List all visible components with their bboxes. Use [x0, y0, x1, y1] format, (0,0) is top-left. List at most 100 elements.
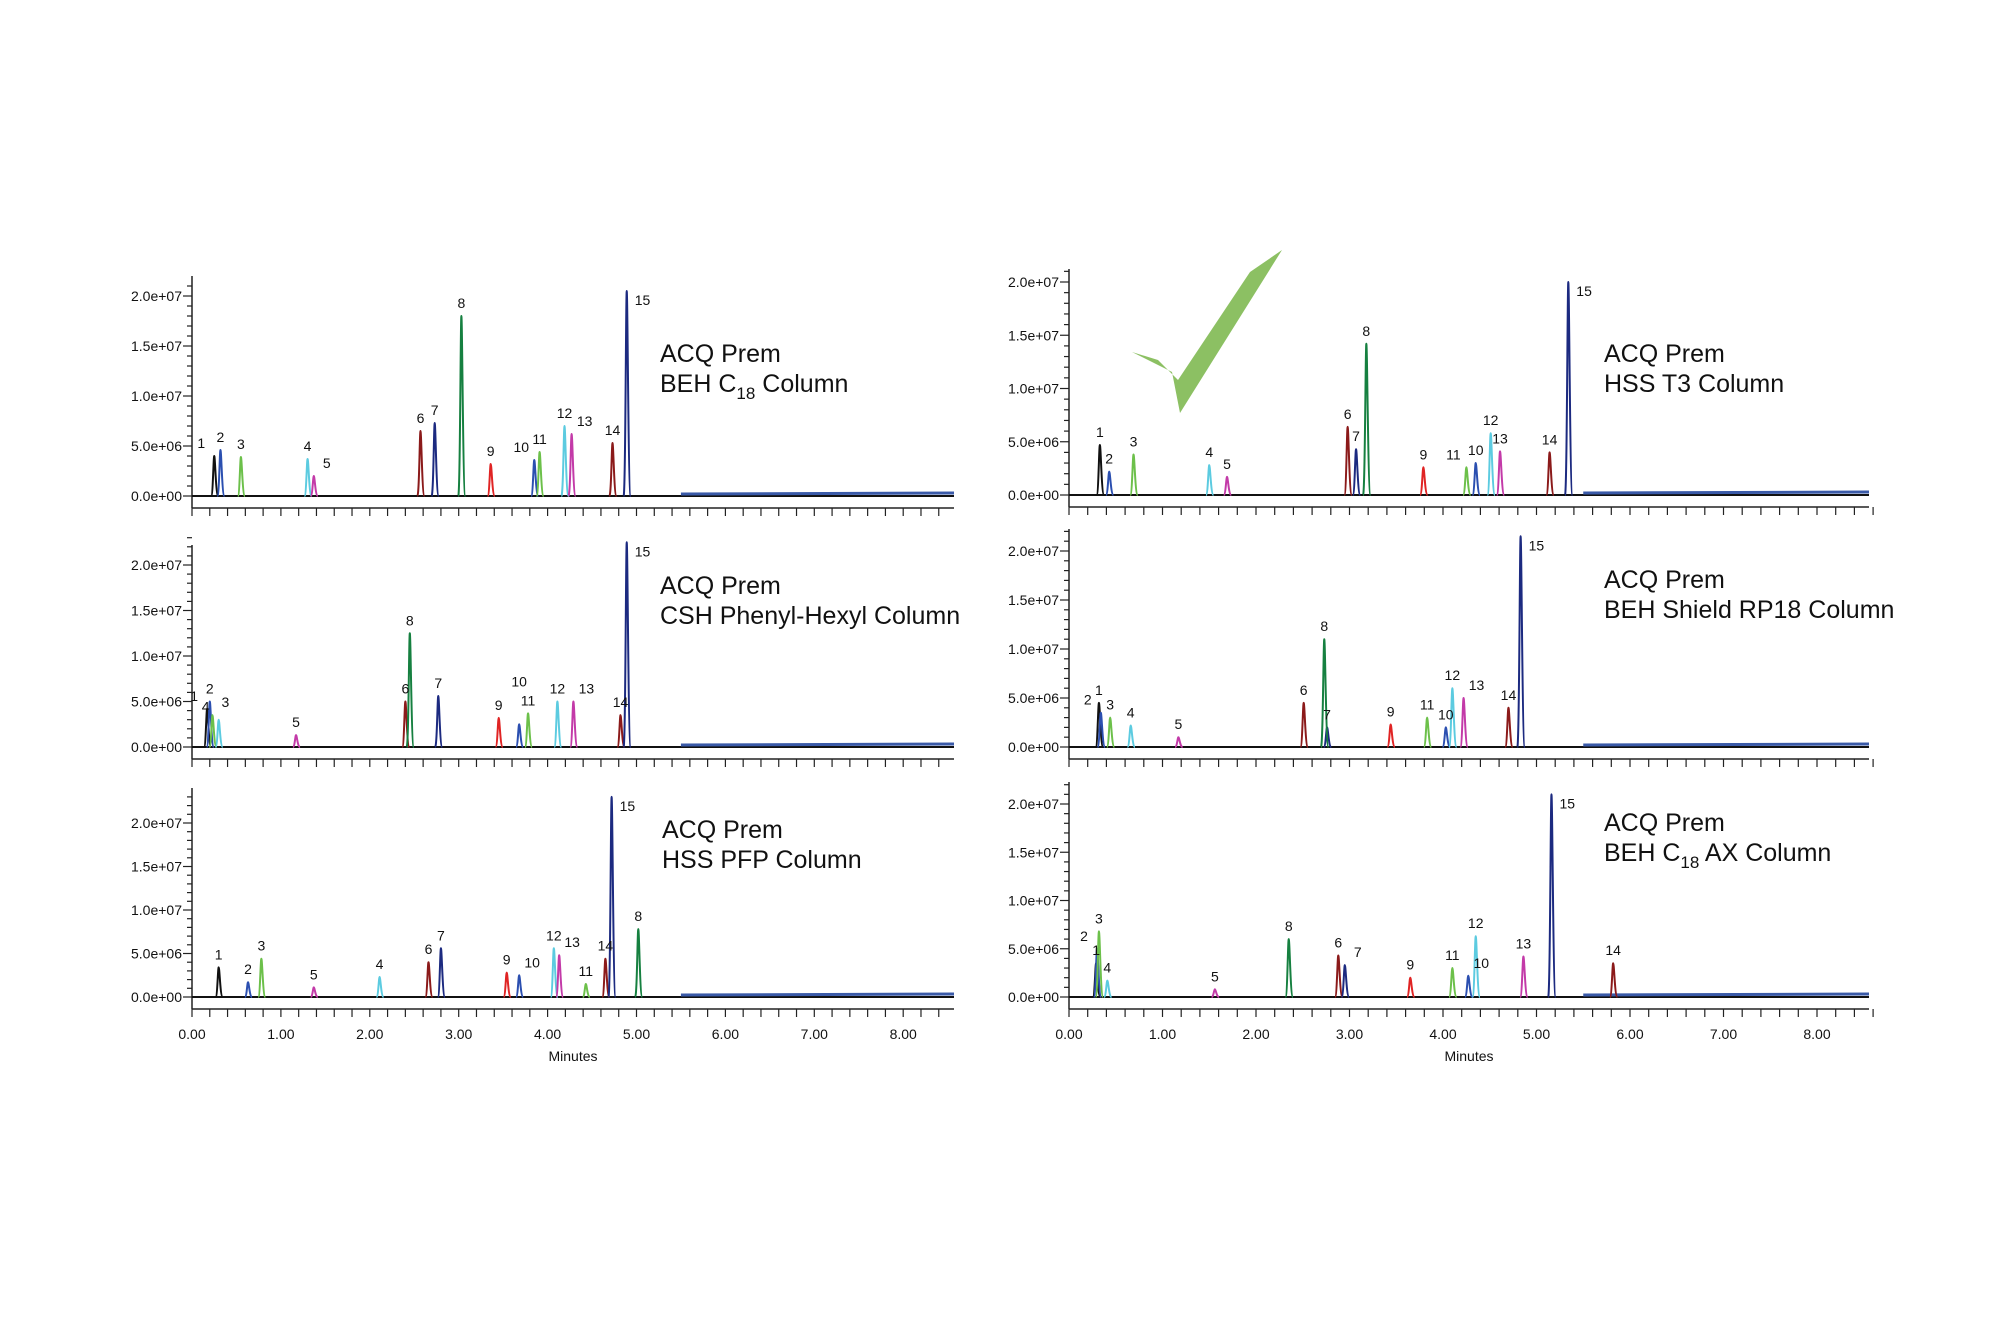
peak-label-6: 6 [1344, 406, 1352, 422]
chart-panel-4: 0.0e+00 5.0e+06 1.0e+07 1.5e+07 2.0e+07 ACQ P… [1008, 269, 1874, 515]
peak-12 [1486, 432, 1496, 496]
peak-12 [553, 700, 563, 748]
peak-5 [309, 474, 319, 497]
x-tick-label: 4.00 [534, 1026, 561, 1042]
peak-10 [1471, 462, 1481, 496]
column-name: HSS PFP Column [662, 846, 862, 874]
peak-label-3: 3 [257, 938, 265, 954]
peak-label-15: 15 [1576, 283, 1592, 299]
peak-8 [1362, 342, 1372, 496]
peak-4 [1204, 464, 1215, 496]
peak-2 [243, 981, 253, 998]
peak-8 [1319, 638, 1330, 748]
peak-8 [457, 314, 467, 497]
peak-label-11: 11 [521, 692, 536, 708]
peak-5 [1211, 988, 1220, 998]
peak-label-12: 12 [1468, 915, 1484, 931]
y-tick-label: 2.0e+07 [131, 288, 182, 304]
peak-label-4: 4 [1103, 960, 1111, 976]
column-name: CSH Phenyl-Hexyl Column [660, 602, 960, 630]
peak-6 [1299, 701, 1309, 748]
peak-label-1: 1 [1092, 942, 1100, 958]
x-tick-label: 0.00 [178, 1026, 205, 1042]
peak-label-15: 15 [635, 543, 651, 559]
peak-label-6: 6 [1334, 935, 1342, 951]
peak-13 [1459, 696, 1469, 748]
peak-label-14: 14 [1501, 687, 1517, 703]
peak-label-11: 11 [1445, 947, 1460, 963]
peak-7 [430, 421, 440, 497]
peak-label-15: 15 [635, 292, 651, 308]
peak-5 [1174, 736, 1184, 748]
peak-label-11: 11 [1420, 697, 1435, 713]
panel-title-line2: CSH Phenyl-Hexyl Column [660, 602, 960, 630]
y-tick-label: 1.5e+07 [1008, 844, 1059, 860]
peak-1 [1094, 701, 1105, 748]
peak-15 [622, 289, 632, 497]
peak-4 [375, 975, 385, 998]
column-suffix: Column [755, 370, 848, 398]
peak-11 [1422, 716, 1433, 748]
peak-label-6: 6 [425, 941, 433, 957]
panel-title-line2: BEH Shield RP18 Column [1604, 596, 1894, 624]
peak-1 [1095, 443, 1106, 496]
panel-title-line2: BEH C18 Column [660, 370, 848, 403]
peak-label-10: 10 [513, 439, 529, 455]
peak-label-12: 12 [1445, 667, 1461, 683]
peak-label-11: 11 [1446, 446, 1461, 462]
peak-10 [515, 974, 525, 998]
peak-10 [1463, 974, 1474, 998]
peak-10 [530, 458, 540, 497]
peak-14 [1608, 962, 1619, 998]
subscript: 18 [1680, 853, 1699, 872]
peak-label-9: 9 [495, 697, 503, 713]
peak-label-14: 14 [605, 422, 621, 438]
x-tick-label: 8.00 [890, 1026, 917, 1042]
peak-label-10: 10 [1438, 706, 1454, 722]
peak-15 [1564, 280, 1574, 496]
peak-label-2: 2 [244, 961, 252, 977]
peak-label-3: 3 [222, 694, 230, 710]
peak-label-10: 10 [1473, 955, 1489, 971]
panel-title-line2: HSS T3 Column [1604, 370, 1784, 398]
peak-14 [616, 714, 626, 748]
peak-15 [607, 795, 617, 998]
peak-4 [1103, 979, 1113, 998]
peak-6 [1334, 954, 1344, 998]
peak-4 [303, 457, 313, 497]
peak-15 [1516, 535, 1526, 748]
y-tick-label: 2.0e+07 [1008, 543, 1059, 559]
peak-label-12: 12 [546, 927, 562, 943]
peak-label-11: 11 [532, 431, 547, 447]
peak-13 [1519, 955, 1529, 998]
column-name: BEH C [660, 370, 736, 398]
x-axis-label: Minutes [548, 1048, 597, 1064]
peak-12 [560, 424, 570, 497]
peak-13 [1495, 450, 1506, 496]
peak-label-15: 15 [1529, 537, 1545, 553]
x-tick-label: 1.00 [1149, 1026, 1176, 1042]
peak-label-8: 8 [1285, 918, 1293, 934]
peak-8 [405, 632, 415, 748]
peak-label-8: 8 [457, 295, 465, 311]
peak-1 [203, 707, 213, 748]
y-tick-label: 5.0e+06 [131, 694, 182, 710]
peak-11 [535, 450, 545, 497]
peak-5 [291, 734, 301, 748]
peak-label-6: 6 [1300, 682, 1308, 698]
peak-1 [210, 454, 220, 497]
peak-7 [1340, 964, 1351, 998]
panel-title-line1: ACQ Prem [1604, 566, 1725, 594]
peak-label-10: 10 [1468, 442, 1484, 458]
peak-label-4: 4 [202, 699, 210, 715]
checkmark-icon [1132, 250, 1282, 413]
peak-label-13: 13 [1516, 935, 1532, 951]
y-tick-label: 5.0e+06 [1008, 434, 1059, 450]
peak-label-3: 3 [1095, 910, 1103, 926]
peak-10 [515, 723, 525, 748]
peak-3 [208, 714, 218, 748]
panel-title-line1: ACQ Prem [662, 816, 783, 844]
peak-label-2: 2 [206, 681, 214, 697]
baseline-drift [1583, 742, 1870, 747]
y-tick-label: 1.0e+07 [131, 648, 182, 664]
